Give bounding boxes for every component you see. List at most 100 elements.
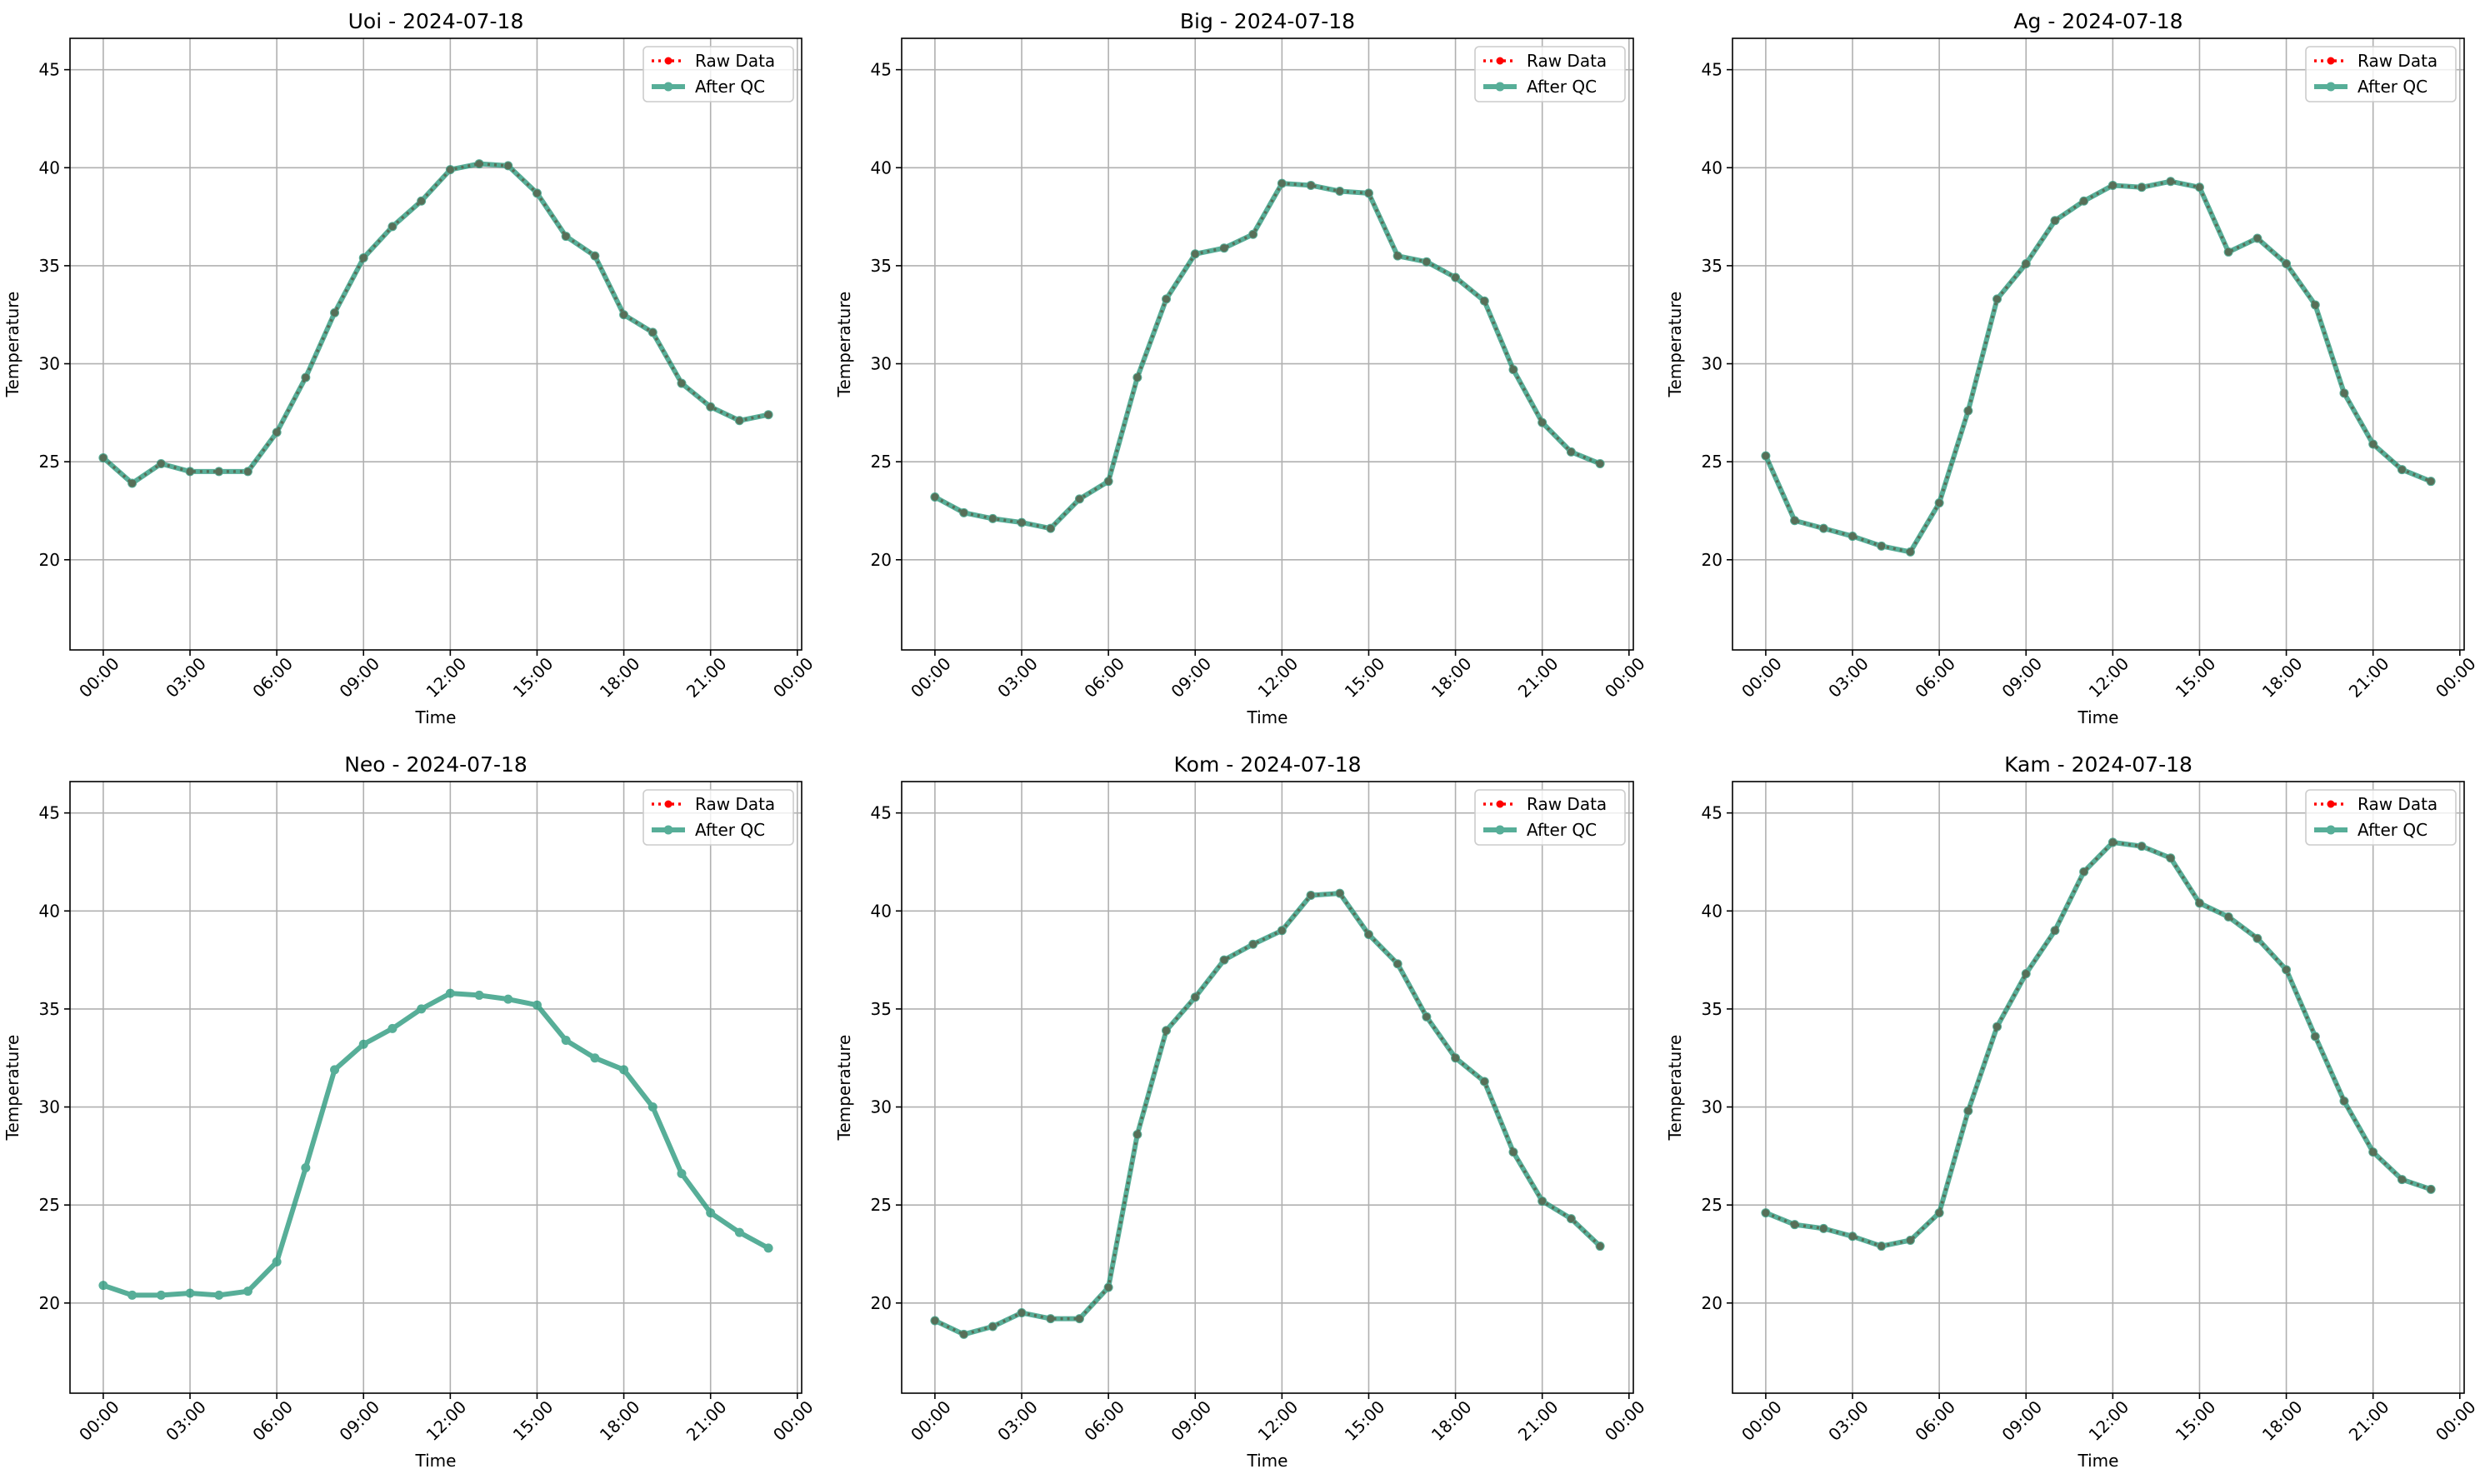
point bbox=[242, 467, 252, 477]
point bbox=[1074, 1314, 1084, 1324]
legend-label: Raw Data bbox=[2358, 51, 2438, 71]
point bbox=[2137, 182, 2147, 192]
legend-marker bbox=[1496, 57, 1504, 65]
point bbox=[2252, 233, 2262, 243]
y-tick-label: 30 bbox=[39, 1097, 60, 1117]
x-tick-label: 21:00 bbox=[1514, 653, 1562, 702]
legend-entry bbox=[1483, 800, 1517, 808]
legend: Raw Data After QC bbox=[2305, 789, 2457, 846]
point bbox=[1963, 406, 1973, 416]
point bbox=[930, 492, 940, 502]
point bbox=[2108, 180, 2118, 190]
y-tick-label: 30 bbox=[871, 354, 892, 374]
y-tick-label: 40 bbox=[1702, 157, 1722, 177]
point bbox=[417, 196, 427, 206]
x-tick-label: 12:00 bbox=[1254, 653, 1302, 702]
y-tick-label: 30 bbox=[1702, 354, 1722, 374]
point bbox=[1566, 447, 1576, 457]
point bbox=[677, 378, 687, 388]
point bbox=[185, 1288, 195, 1298]
y-tick-label: 45 bbox=[39, 803, 60, 823]
point bbox=[763, 1243, 773, 1253]
legend-entry bbox=[2314, 57, 2348, 65]
legend-label: After QC bbox=[2358, 77, 2428, 97]
point bbox=[2310, 1032, 2320, 1042]
x-tick-label: 18:00 bbox=[2258, 653, 2307, 702]
point bbox=[1392, 251, 1402, 261]
x-tick-label: 15:00 bbox=[1341, 653, 1389, 702]
series-line bbox=[102, 991, 770, 1298]
x-tick-label: 00:00 bbox=[1601, 653, 1649, 702]
x-tick-label: 09:00 bbox=[1998, 653, 2046, 702]
point bbox=[128, 478, 138, 488]
x-tick-label: 03:00 bbox=[993, 653, 1042, 702]
legend-entry bbox=[2314, 825, 2348, 835]
point bbox=[2050, 216, 2060, 226]
x-axis-label: Time bbox=[1247, 1451, 1288, 1471]
y-tick-label: 45 bbox=[1702, 60, 1722, 80]
x-tick-label: 06:00 bbox=[248, 653, 297, 702]
y-tick-label: 35 bbox=[39, 256, 60, 276]
point bbox=[2339, 1096, 2349, 1106]
point bbox=[417, 1004, 427, 1014]
plot-area bbox=[70, 782, 802, 1393]
point bbox=[2194, 898, 2204, 908]
legend-entry bbox=[1483, 82, 1517, 92]
x-tick-label: 12:00 bbox=[2085, 1397, 2133, 1445]
subplot: 20 25 30 35 40 45 00:00 03:00 06:00 09:00 12:00 15:… bbox=[2, 9, 818, 727]
legend-marker bbox=[1496, 800, 1504, 808]
x-tick-label: 06:00 bbox=[1911, 1397, 1959, 1445]
x-tick-label: 09:00 bbox=[335, 653, 383, 702]
point bbox=[763, 410, 773, 420]
x-tick-label: 15:00 bbox=[2172, 653, 2220, 702]
point bbox=[1790, 516, 1800, 526]
point bbox=[590, 251, 600, 261]
legend: Raw Data After QC bbox=[1474, 789, 1626, 846]
x-tick-label: 00:00 bbox=[2432, 653, 2480, 702]
y-tick-label: 20 bbox=[1702, 1293, 1722, 1313]
point bbox=[1162, 1026, 1172, 1036]
point bbox=[2050, 926, 2060, 936]
subplot-title: Kom - 2024-07-18 bbox=[1174, 752, 1362, 777]
plot-area bbox=[70, 38, 802, 650]
qc-series bbox=[930, 888, 1605, 1339]
x-tick-label: 03:00 bbox=[1824, 653, 1872, 702]
x-tick-label: 21:00 bbox=[2345, 1397, 2393, 1445]
point bbox=[156, 1290, 166, 1300]
point bbox=[242, 1287, 252, 1297]
point bbox=[1132, 1129, 1142, 1139]
point bbox=[648, 327, 658, 337]
legend-entry bbox=[652, 57, 685, 65]
subplot-title: Big - 2024-07-18 bbox=[1180, 9, 1355, 33]
subplot: 20 25 30 35 40 45 00:00 03:00 06:00 09:00 12:00 15:… bbox=[1665, 752, 2480, 1471]
point bbox=[2079, 867, 2089, 877]
point bbox=[1219, 955, 1229, 965]
x-tick-label: 00:00 bbox=[75, 653, 123, 702]
legend-label: Raw Data bbox=[1527, 794, 1607, 814]
point bbox=[1074, 494, 1084, 504]
x-axis-label: Time bbox=[415, 1451, 457, 1471]
point bbox=[619, 1065, 629, 1075]
legend-entry bbox=[652, 800, 685, 808]
y-tick-label: 40 bbox=[1702, 901, 1722, 921]
y-axis-label: Temperature bbox=[2, 1035, 22, 1142]
series-line bbox=[1764, 839, 2432, 1249]
point bbox=[503, 161, 513, 171]
x-tick-label: 21:00 bbox=[2345, 653, 2393, 702]
axes-frame bbox=[1732, 37, 2465, 651]
qc-series bbox=[1761, 837, 2436, 1252]
point bbox=[1877, 1242, 1887, 1252]
legend-label: After QC bbox=[2358, 820, 2428, 840]
series-line bbox=[101, 161, 769, 487]
point bbox=[2166, 177, 2176, 187]
point bbox=[1479, 296, 1489, 306]
point bbox=[2397, 465, 2407, 475]
x-tick-label: 03:00 bbox=[162, 653, 210, 702]
point bbox=[1963, 1106, 1973, 1116]
legend: Raw Data After QC bbox=[2305, 46, 2457, 102]
point bbox=[503, 994, 513, 1004]
y-tick-label: 20 bbox=[39, 1293, 60, 1313]
point bbox=[1335, 888, 1345, 898]
x-axis-label: Time bbox=[1247, 707, 1288, 727]
